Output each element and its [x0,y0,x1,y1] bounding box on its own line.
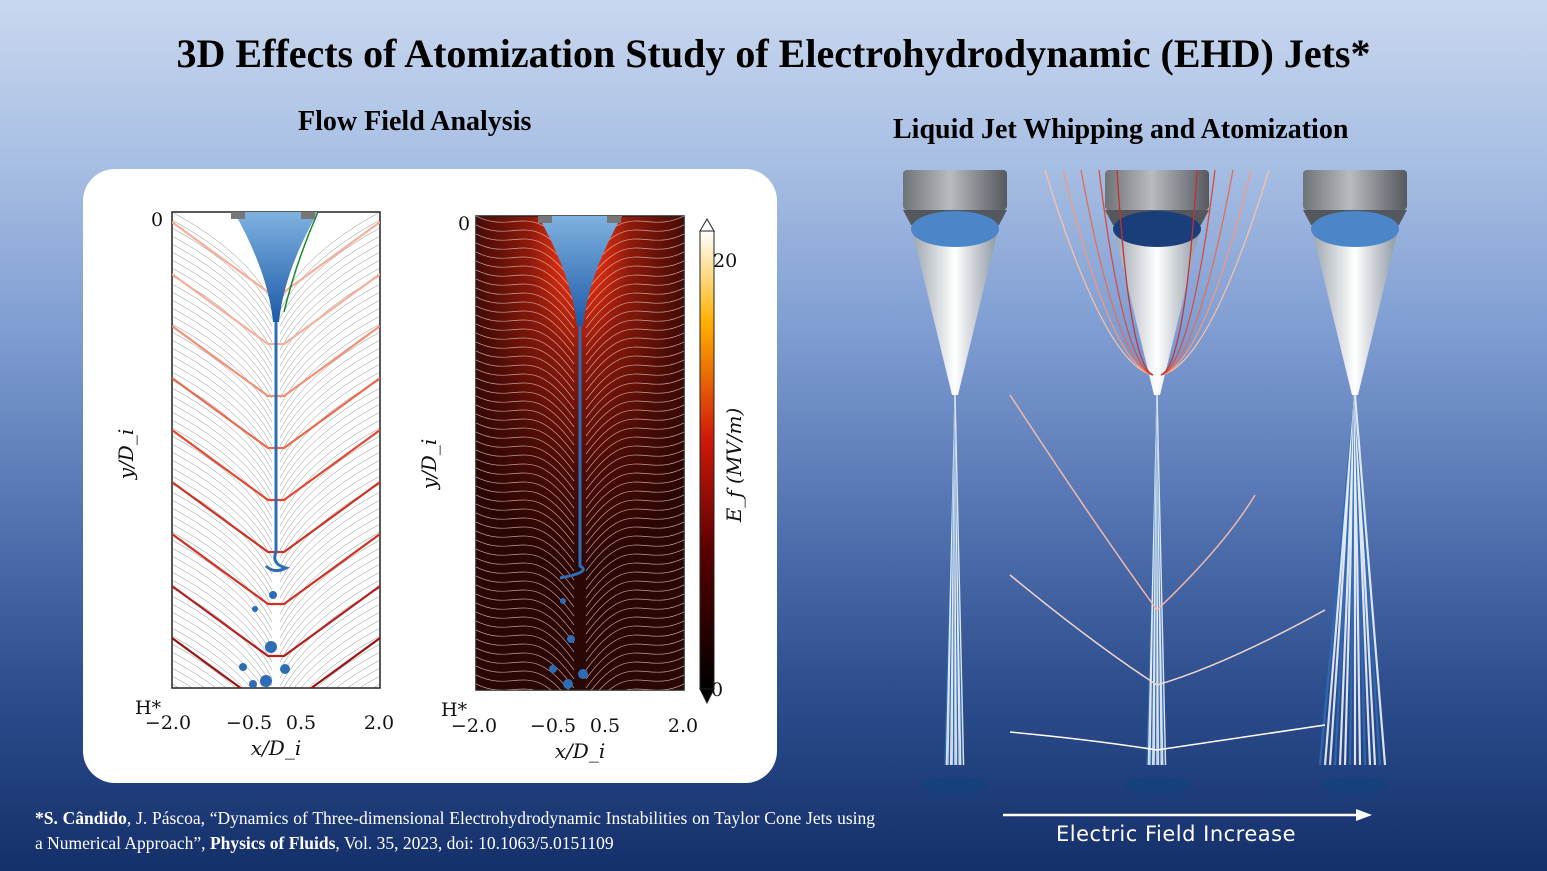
plot1-xlabel: x/D_i [251,736,301,760]
plot2-xtick-3: 0.5 [590,715,620,737]
ref-author: *S. Cândido [35,808,127,828]
jet-visualizations [903,169,1407,793]
flow-field-panel: 0 H* y/D_i −2.0 −0.5 0.5 2.0 x/D_i 0 H* … [83,169,777,783]
plot1-y-top: 0 [151,209,163,231]
plot2-xtick-4: 2.0 [668,715,698,737]
plot2-y-top: 0 [458,213,470,235]
plot1-ylabel: y/D_i [114,429,138,480]
electrode-left-2 [538,216,552,223]
plot1-xtick-3: 0.5 [286,712,316,734]
plot2-xtick-1: −2.0 [451,715,497,737]
electrode-left [231,212,245,219]
electrode-right [301,212,315,219]
electric-field-plot [475,215,685,691]
colorbar [699,218,715,705]
streamline-plot [171,211,381,689]
plot1-xtick-4: 2.0 [364,712,394,734]
arrow-caption: Electric Field Increase [1056,822,1297,846]
plot1-y-bottom: H* [135,697,162,719]
plot2-xtick-2: −0.5 [530,715,576,737]
plot2-ylabel: y/D_i [417,439,441,490]
colorbar-max: 20 [713,250,737,272]
plot2-y-bottom: H* [441,699,468,721]
plot1-xtick-2: −0.5 [226,712,272,734]
ref-text-2: , Vol. 35, 2023, doi: 10.1063/5.0151109 [335,833,614,853]
ref-text-1: , J. Páscoa, “Dynamics of Three-dimensio… [35,808,875,853]
field-increase-arrow [1003,809,1372,821]
colorbar-label: E_f (MV/m) [722,408,746,524]
colorbar-min: 0 [711,679,723,701]
flow-field-figure: 0 H* y/D_i −2.0 −0.5 0.5 2.0 x/D_i 0 H* … [114,209,746,763]
slide-title: 3D Effects of Atomization Study of Elect… [176,31,1371,76]
left-heading: Flow Field Analysis [298,106,532,137]
reference-citation: *S. Cândido, J. Páscoa, “Dynamics of Thr… [35,806,875,856]
plot1-xtick-1: −2.0 [145,712,191,734]
right-heading: Liquid Jet Whipping and Atomization [893,114,1349,145]
ref-journal: Physics of Fluids [209,833,336,853]
electrode-right-2 [607,216,621,223]
plot2-xlabel: x/D_i [555,739,605,763]
